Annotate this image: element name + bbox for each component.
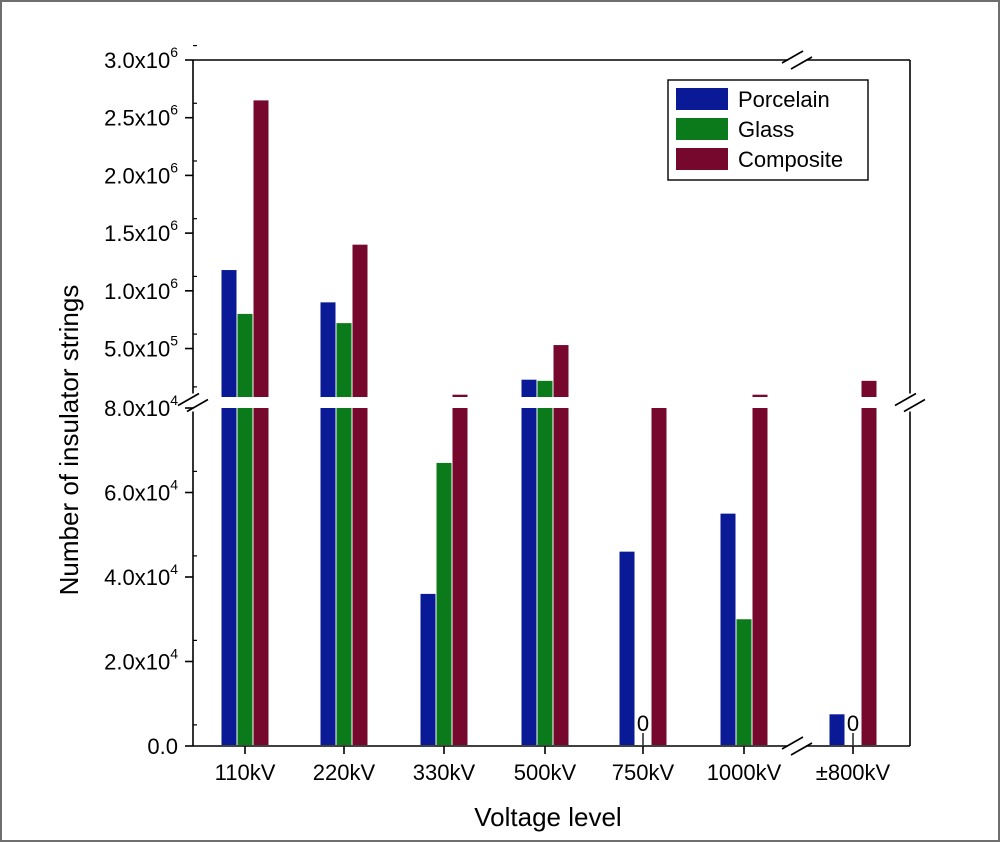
y-tick-label-40000: 4.0x104 (104, 561, 178, 590)
y-tick-label-2500000: 2.5x106 (104, 102, 178, 131)
bar-composite-500kv-upper (553, 345, 569, 397)
bar-glass-220kv-upper (336, 323, 352, 397)
bar-glass-500kv-lower (537, 408, 553, 745)
bar-porcelain-220kv-upper (320, 302, 336, 397)
legend: Porcelain Glass Composite (667, 79, 869, 181)
bar-glass-1000kv (736, 619, 752, 745)
zero-label-800kv: 0 (847, 711, 859, 736)
y-tick-label-1000000: 1.0x106 (104, 275, 178, 304)
bar-composite-500kv-lower (553, 408, 569, 745)
bar-porcelain-220kv-lower (320, 408, 336, 745)
bar-composite-1000kv-upper (752, 394, 768, 397)
legend-label-composite: Composite (738, 147, 843, 172)
bar-composite-1000kv-lower (752, 408, 768, 745)
legend-label-glass: Glass (738, 117, 794, 142)
y-tick-label-2000000: 2.0x106 (104, 159, 178, 188)
bar-composite-330kv-upper (452, 394, 468, 397)
bar-composite-110kv-upper (253, 100, 269, 398)
bar-porcelain-330kv (420, 593, 436, 745)
axes-layer (177, 50, 926, 756)
bar-glass-330kv (436, 462, 452, 745)
y-axis-break-right (894, 392, 926, 413)
legend-swatch-glass (676, 118, 728, 140)
y-tick-label-3000000: 3.0x106 (104, 44, 178, 73)
x-axis-break-top (781, 50, 813, 70)
y-tick-label-0: 0.0 (147, 734, 178, 759)
bar-porcelain-110kv-upper (221, 270, 237, 397)
y-tick-label-20000: 2.0x104 (104, 646, 178, 675)
bar-glass-220kv-lower (336, 408, 352, 745)
y-axis-break-left (177, 392, 209, 413)
y-axis-label: Number of insulator strings (54, 285, 84, 596)
bar-composite-800kv-upper (861, 380, 877, 397)
ticks-layer: 0.0 2.0x104 4.0x104 6.0x104 8.0x104 5.0x105 1.… (104, 44, 890, 785)
bar-composite-220kv-lower (352, 408, 368, 745)
bar-composite-110kv-lower (253, 408, 269, 745)
x-axis-break-bottom (781, 736, 813, 756)
y-tick-label-80000: 8.0x104 (104, 392, 178, 421)
x-axis-label: Voltage level (474, 802, 621, 832)
bar-porcelain-110kv-lower (221, 408, 237, 745)
x-tick-label-1000kv: 1000kV (707, 760, 782, 785)
bar-glass-110kv-lower (237, 408, 253, 745)
bar-porcelain-500kv-upper (521, 379, 537, 397)
x-tick-label-750kv: 750kV (612, 760, 675, 785)
y-tick-label-1500000: 1.5x106 (104, 217, 178, 246)
bar-porcelain-1000kv (720, 513, 736, 745)
x-tick-label-500kv: 500kV (514, 760, 577, 785)
bar-composite-750kv (651, 408, 667, 745)
legend-label-porcelain: Porcelain (738, 87, 830, 112)
legend-swatch-composite (676, 148, 728, 170)
bar-porcelain-750kv (619, 551, 635, 745)
bar-glass-500kv-upper (537, 380, 553, 397)
x-tick-label-330kv: 330kV (413, 760, 476, 785)
legend-swatch-porcelain (676, 88, 728, 110)
bar-glass-110kv-upper (237, 313, 253, 397)
x-tick-label-800kv: ±800kV (816, 760, 891, 785)
bar-composite-220kv-upper (352, 244, 368, 397)
zero-label-750kv: 0 (637, 711, 649, 736)
bar-porcelain-800kv (829, 714, 845, 745)
x-tick-label-110kv: 110kV (215, 760, 276, 785)
bar-composite-330kv-lower (452, 408, 468, 745)
x-tick-label-220kv: 220kV (313, 760, 376, 785)
bar-composite-800kv-lower (861, 408, 877, 745)
bar-porcelain-500kv-lower (521, 408, 537, 745)
y-tick-label-500000: 5.0x105 (104, 333, 178, 362)
y-tick-label-60000: 6.0x104 (104, 477, 178, 506)
